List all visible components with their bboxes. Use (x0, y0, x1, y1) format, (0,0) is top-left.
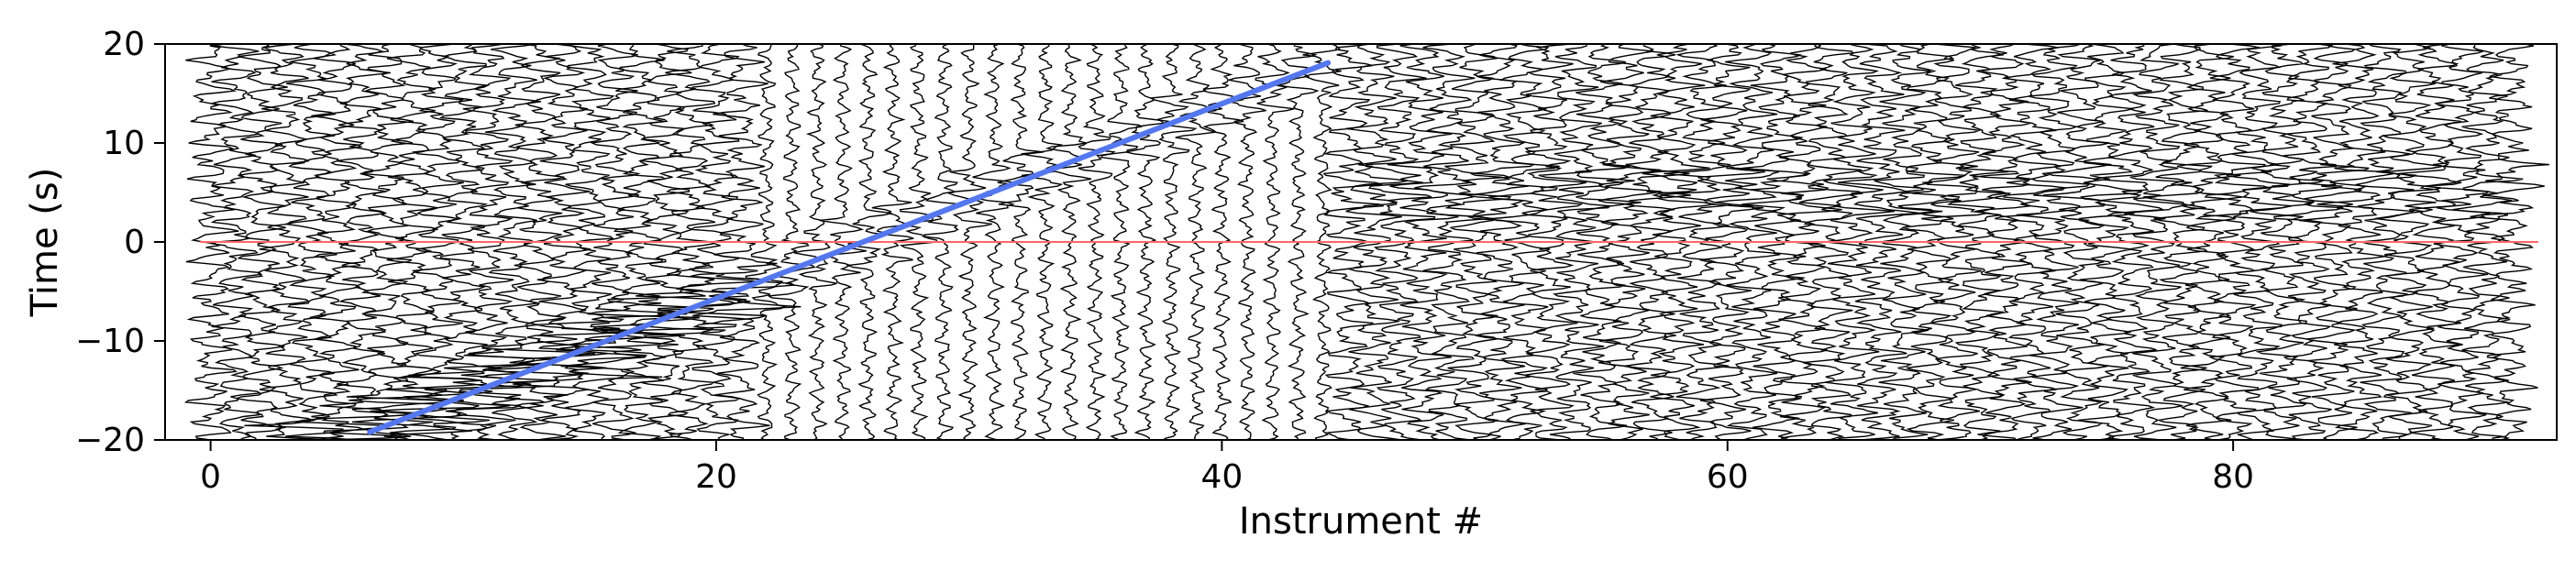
y-tick-label: 20 (103, 26, 145, 63)
y-axis-label: Time (s) (24, 168, 66, 318)
x-axis-label: Instrument # (1239, 500, 1483, 543)
y-tick-label: 0 (124, 224, 145, 261)
x-tick-label: 40 (1200, 458, 1243, 496)
x-tick-label: 60 (1707, 458, 1749, 496)
x-tick-label: 0 (200, 458, 221, 496)
y-tick-label: −10 (75, 323, 145, 360)
x-axis-ticks: 0 20 40 60 80 (200, 440, 2254, 496)
x-tick-label: 20 (695, 458, 737, 496)
moveout-fit-line (367, 60, 1332, 435)
y-tick-label: 10 (103, 125, 145, 162)
y-tick-label: −20 (75, 422, 145, 459)
x-tick-label: 80 (2212, 458, 2254, 496)
y-axis-ticks: −20 −10 0 10 20 (75, 26, 165, 459)
